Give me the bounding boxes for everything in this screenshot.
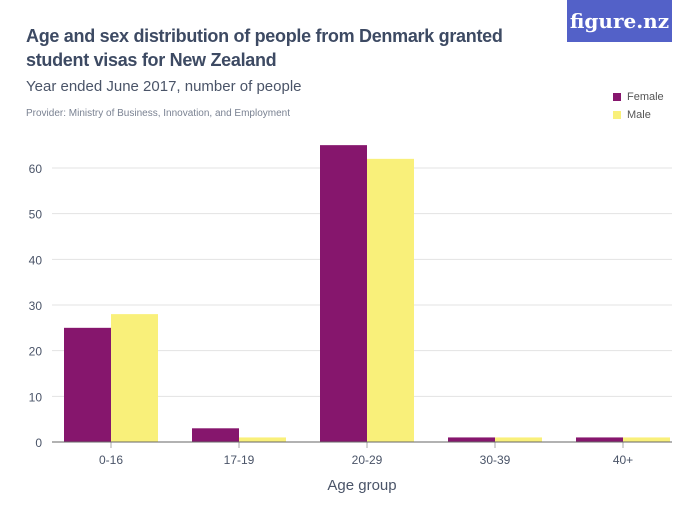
y-tick-label: 10	[29, 390, 43, 404]
x-tick-label: 17-19	[224, 453, 255, 467]
legend-label-male: Male	[627, 109, 651, 121]
legend-item-male: Male	[613, 106, 664, 124]
y-tick-label: 0	[35, 436, 42, 450]
provider-text: Provider: Ministry of Business, Innovati…	[26, 108, 291, 119]
bar-female-17-19	[192, 428, 239, 442]
bar-male-0-16	[111, 314, 158, 442]
y-tick-label: 60	[29, 162, 43, 176]
bar-male-30-39	[495, 437, 542, 442]
x-tick-label: 20-29	[352, 453, 383, 467]
x-axis-label: Age group	[327, 477, 396, 494]
figure-nz-logo[interactable]: figure.nz	[567, 0, 672, 42]
legend-swatch-male	[613, 111, 621, 119]
legend-label-female: Female	[627, 91, 664, 103]
bar-male-17-19	[239, 437, 286, 442]
bar-female-0-16	[64, 327, 111, 442]
y-tick-label: 30	[29, 299, 43, 313]
bar-male-20-29	[367, 158, 414, 442]
chart-title: Age and sex distribution of people from …	[26, 26, 503, 70]
bar-female-30-39	[448, 437, 495, 442]
x-tick-label: 0-16	[99, 453, 123, 467]
chart-subtitle: Year ended June 2017, number of people	[26, 78, 302, 95]
x-tick-label: 30-39	[480, 453, 511, 467]
x-tick-label: 40+	[613, 453, 633, 467]
y-tick-label: 20	[29, 345, 43, 359]
legend: Female Male	[613, 88, 664, 124]
bar-male-40+	[623, 437, 670, 442]
y-tick-label: 40	[29, 253, 43, 267]
bar-female-20-29	[320, 145, 367, 442]
legend-item-female: Female	[613, 88, 664, 106]
legend-swatch-female	[613, 93, 621, 101]
bar-female-40+	[576, 437, 623, 442]
y-tick-label: 50	[29, 208, 43, 222]
